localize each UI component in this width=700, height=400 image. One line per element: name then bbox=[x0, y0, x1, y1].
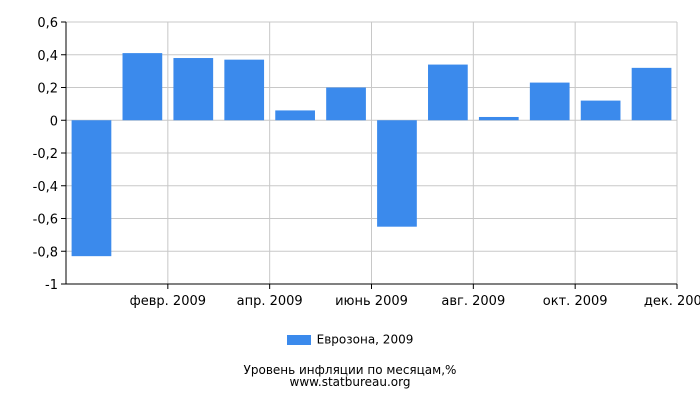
y-tick-label: -1 bbox=[45, 278, 58, 293]
chart-bars bbox=[71, 53, 672, 257]
bar-3 bbox=[173, 58, 214, 121]
x-axis-tick-labels: февр. 2009 апр. 2009 июнь 2009 авг. 2009 окт… bbox=[130, 294, 700, 309]
bar-8 bbox=[428, 64, 468, 121]
source-url: www.statbureau.org bbox=[289, 375, 411, 389]
bar-11 bbox=[580, 100, 621, 121]
y-tick-label: 0,4 bbox=[37, 49, 58, 64]
bar-7 bbox=[377, 120, 417, 227]
bar-6 bbox=[326, 87, 366, 121]
bar-5 bbox=[275, 110, 315, 121]
bar-10 bbox=[529, 82, 570, 121]
inflation-bar-chart: -1 -0,8 -0,6 -0,4 -0,2 0 0,2 0,4 0,6 февр. 2009 а… bbox=[33, 16, 700, 309]
bar-12 bbox=[631, 67, 672, 121]
x-tick-label: дек. 2009 bbox=[644, 294, 700, 309]
x-tick-label: окт. 2009 bbox=[543, 294, 608, 309]
chart-grid bbox=[66, 21, 678, 285]
bar-9 bbox=[478, 116, 519, 121]
y-tick-label: -0,6 bbox=[33, 213, 58, 228]
legend-label: Еврозона, 2009 bbox=[316, 332, 414, 347]
legend-swatch bbox=[286, 334, 311, 345]
y-tick-label: -0,4 bbox=[33, 180, 58, 195]
y-tick-label: 0 bbox=[50, 114, 58, 129]
x-tick-label: июнь 2009 bbox=[335, 294, 408, 309]
x-tick-label: февр. 2009 bbox=[130, 294, 206, 309]
y-tick-label: 0,2 bbox=[37, 82, 58, 97]
chart-caption: Уровень инфляции по месяцам,% bbox=[243, 363, 457, 377]
y-axis-tick-labels: -1 -0,8 -0,6 -0,4 -0,2 0 0,2 0,4 0,6 bbox=[33, 16, 58, 293]
y-tick-label: -0,8 bbox=[33, 245, 58, 260]
chart-legend: Еврозона, 2009 bbox=[0, 332, 700, 347]
y-tick-label: 0,6 bbox=[37, 16, 58, 31]
bar-1 bbox=[71, 120, 112, 257]
bar-4 bbox=[224, 59, 265, 121]
x-tick-label: апр. 2009 bbox=[237, 294, 303, 309]
x-tick-label: авг. 2009 bbox=[441, 294, 505, 309]
y-tick-label: -0,2 bbox=[33, 147, 58, 162]
chart-axes bbox=[61, 21, 678, 289]
bar-2 bbox=[122, 53, 163, 121]
